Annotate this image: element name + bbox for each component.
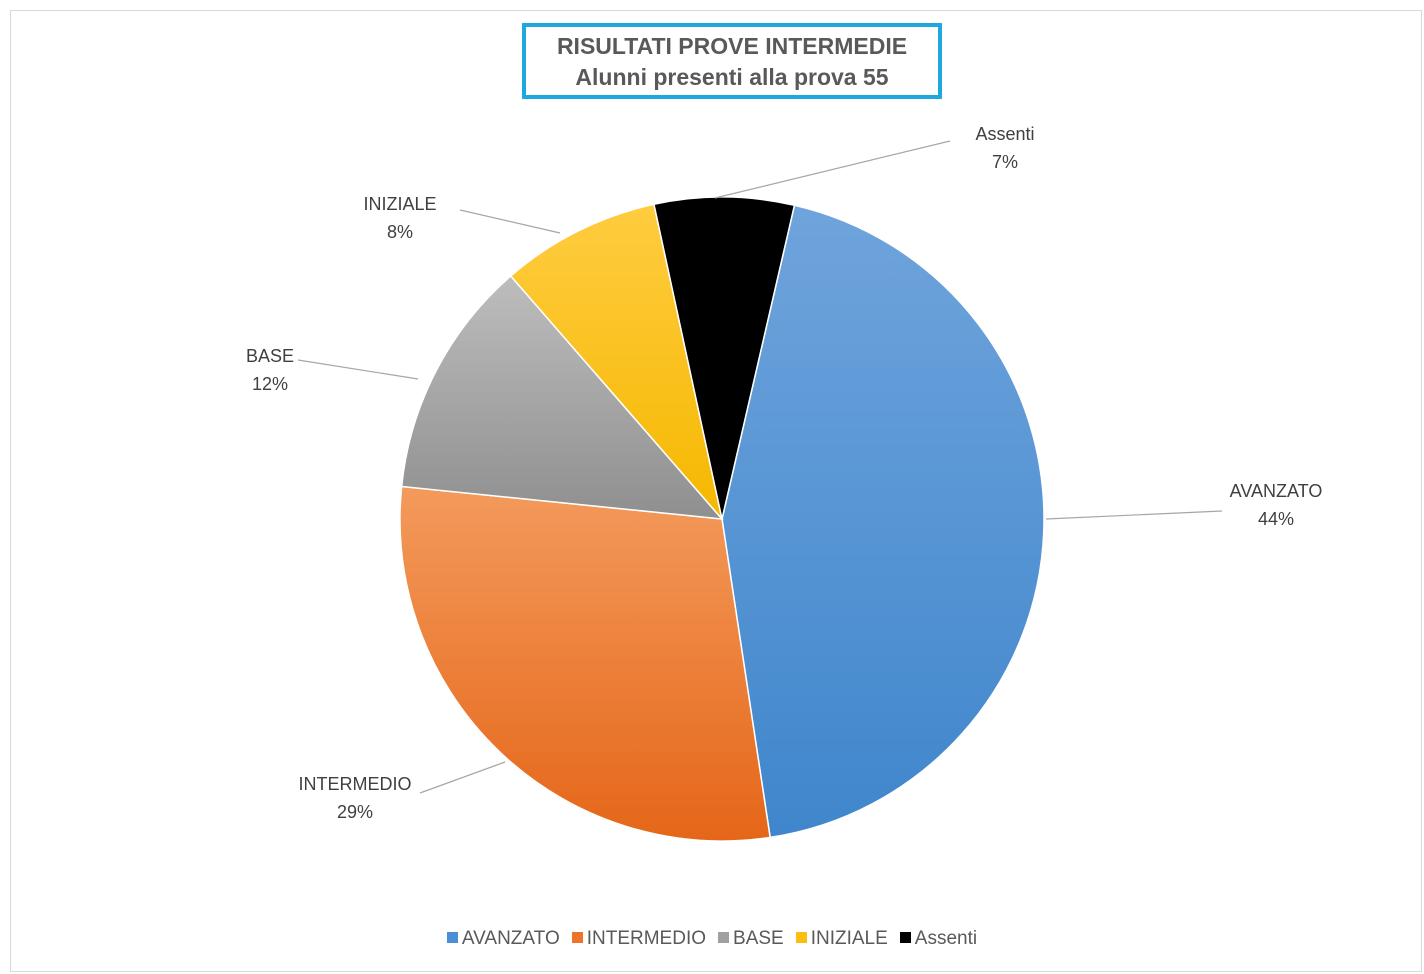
data-label-category-intermedio: INTERMEDIO bbox=[298, 774, 411, 794]
pie-slice-avanzato bbox=[721, 204, 1045, 839]
data-label-category-avanzato: AVANZATO bbox=[1230, 481, 1323, 501]
pie-slice-intermedio bbox=[399, 485, 772, 842]
pie-slice-base bbox=[400, 274, 724, 520]
leader-line-avanzato bbox=[1045, 510, 1223, 520]
chart-legend: AVANZATO INTERMEDIO BASE INIZIALE Assenti bbox=[0, 928, 1424, 950]
data-label-value-iniziale: 8% bbox=[387, 222, 413, 242]
legend-swatch-iniziale bbox=[795, 932, 807, 943]
leader-line-intermedio bbox=[419, 761, 506, 794]
chart-title: RISULTATI PROVE INTERMEDIE bbox=[556, 33, 908, 59]
pie-slice-assenti bbox=[653, 196, 796, 520]
data-label-value-assenti: 7% bbox=[992, 152, 1018, 172]
legend-label-assenti: Assenti bbox=[914, 928, 978, 949]
legend-item-intermedio: INTERMEDIO bbox=[571, 928, 707, 950]
legend-label-iniziale: INIZIALE bbox=[810, 928, 888, 949]
data-label-category-iniziale: INIZIALE bbox=[363, 194, 436, 214]
leader-line-assenti bbox=[714, 140, 951, 199]
pie-slice-iniziale bbox=[509, 203, 723, 520]
leader-line-iniziale bbox=[459, 209, 561, 234]
legend-swatch-intermedio bbox=[571, 932, 583, 943]
legend-label-avanzato: AVANZATO bbox=[461, 928, 560, 949]
legend-item-assenti: Assenti bbox=[899, 928, 978, 950]
legend-swatch-base bbox=[718, 932, 730, 943]
chart-subtitle: Alunni presenti alla prova 55 bbox=[575, 64, 889, 90]
data-label-value-base: 12% bbox=[252, 374, 288, 394]
legend-swatch-avanzato bbox=[446, 932, 458, 943]
legend-item-base: BASE bbox=[718, 928, 784, 950]
legend-label-base: BASE bbox=[733, 928, 784, 949]
data-label-category-base: BASE bbox=[246, 346, 294, 366]
legend-label-intermedio: INTERMEDIO bbox=[586, 928, 707, 949]
leader-line-base bbox=[297, 359, 419, 380]
legend-item-avanzato: AVANZATO bbox=[446, 928, 560, 950]
legend-item-iniziale: INIZIALE bbox=[795, 928, 888, 950]
data-label-value-intermedio: 29% bbox=[337, 802, 373, 822]
data-label-value-avanzato: 44% bbox=[1258, 509, 1294, 529]
legend-swatch-assenti bbox=[899, 932, 911, 943]
data-label-category-assenti: Assenti bbox=[975, 124, 1034, 144]
chart-title-box: RISULTATI PROVE INTERMEDIE Alunni presen… bbox=[522, 23, 942, 99]
